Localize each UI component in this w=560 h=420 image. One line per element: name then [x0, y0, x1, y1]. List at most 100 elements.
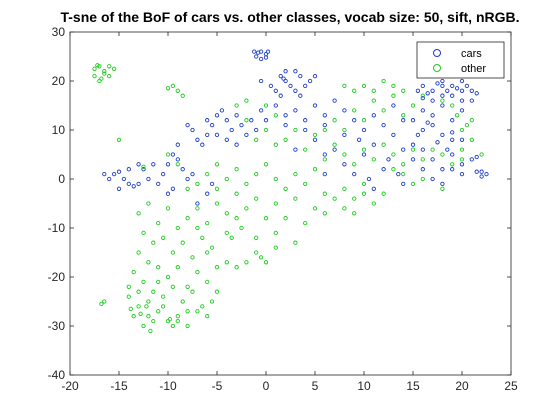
data-point-other: [440, 152, 445, 157]
data-point-other: [224, 260, 229, 265]
data-point-other: [156, 220, 161, 226]
data-point-other: [420, 93, 425, 98]
data-point-cars: [430, 122, 435, 128]
data-point-other: [190, 255, 195, 260]
data-point-other: [146, 314, 151, 319]
data-point-cars: [116, 169, 122, 174]
x-tick-label: 5: [312, 379, 319, 393]
data-point-other: [371, 201, 376, 206]
data-point-other: [371, 88, 376, 93]
data-point-cars: [440, 78, 445, 84]
data-point-cars: [410, 157, 416, 162]
data-point-cars: [170, 152, 176, 157]
y-tick-label: 0: [58, 172, 65, 186]
data-point-cars: [440, 93, 445, 98]
data-point-cars: [386, 157, 391, 162]
data-point-cars: [254, 54, 259, 59]
data-point-cars: [116, 186, 122, 191]
data-point-other: [195, 225, 200, 231]
data-point-cars: [165, 162, 171, 167]
data-point-cars: [430, 88, 435, 93]
data-point-cars: [450, 83, 455, 89]
data-point-cars: [298, 73, 303, 79]
data-point-other: [102, 69, 107, 74]
data-point-cars: [479, 174, 484, 179]
data-point-other: [391, 83, 396, 89]
data-point-cars: [450, 130, 455, 135]
data-point-other: [151, 240, 156, 245]
data-point-cars: [425, 91, 430, 96]
legend-marker-other: [433, 64, 441, 72]
data-point-other: [165, 274, 171, 280]
data-point-other: [273, 142, 278, 147]
data-point-other: [185, 216, 190, 221]
data-point-other: [459, 127, 465, 133]
data-point-cars: [136, 162, 141, 167]
data-point-other: [361, 83, 367, 89]
data-point-cars: [356, 137, 362, 142]
data-point-other: [361, 181, 367, 187]
data-point-cars: [160, 171, 166, 177]
y-tick-label: 30: [52, 25, 66, 39]
data-point-other: [450, 162, 455, 167]
data-point-other: [322, 191, 327, 196]
data-point-cars: [396, 171, 401, 177]
data-point-other: [391, 152, 396, 157]
data-point-cars: [420, 83, 425, 89]
data-point-other: [464, 122, 470, 128]
data-point-other: [361, 118, 367, 123]
data-point-other: [185, 309, 190, 314]
data-point-other: [92, 73, 97, 79]
data-point-other: [200, 304, 205, 309]
data-point-other: [293, 127, 298, 133]
data-point-other: [332, 196, 337, 201]
data-point-other: [283, 137, 288, 142]
data-point-cars: [454, 86, 460, 91]
data-point-other: [190, 289, 195, 294]
data-point-cars: [273, 103, 278, 108]
data-point-other: [263, 260, 269, 265]
data-point-other: [342, 186, 347, 191]
data-point-cars: [156, 181, 161, 187]
data-point-cars: [234, 113, 239, 118]
data-point-cars: [185, 176, 190, 182]
y-tick-label: -10: [48, 221, 66, 235]
data-point-other: [111, 66, 117, 71]
data-point-cars: [175, 157, 180, 162]
legend-marker-cars: [433, 49, 441, 57]
data-point-cars: [361, 152, 367, 157]
data-point-cars: [459, 137, 465, 142]
data-point-cars: [352, 118, 357, 123]
data-point-other: [312, 132, 318, 138]
data-point-cars: [195, 201, 200, 206]
y-tick-label: -20: [48, 270, 66, 284]
data-point-cars: [459, 88, 465, 93]
data-point-other: [205, 171, 210, 177]
data-point-cars: [459, 162, 465, 167]
data-point-cars: [322, 122, 327, 128]
data-point-other: [99, 301, 104, 307]
data-point-other: [454, 113, 460, 118]
data-point-other: [146, 201, 151, 206]
data-point-cars: [450, 93, 455, 98]
data-point-other: [136, 304, 141, 309]
data-point-cars: [303, 118, 308, 123]
data-point-other: [175, 265, 180, 270]
data-point-cars: [265, 49, 271, 54]
x-tick-label: -15: [110, 379, 128, 393]
data-point-cars: [425, 120, 430, 125]
data-point-other: [148, 328, 153, 334]
data-point-other: [469, 137, 474, 142]
data-point-other: [141, 164, 146, 169]
y-tick-label: -30: [48, 319, 66, 333]
data-point-other: [156, 279, 161, 285]
data-point-cars: [450, 152, 455, 157]
data-point-other: [138, 311, 143, 316]
data-point-other: [156, 309, 161, 314]
data-point-cars: [200, 142, 205, 147]
data-point-other: [273, 201, 278, 206]
data-point-cars: [293, 147, 298, 152]
data-point-other: [99, 76, 104, 81]
data-point-cars: [126, 167, 131, 172]
data-point-cars: [252, 49, 257, 54]
